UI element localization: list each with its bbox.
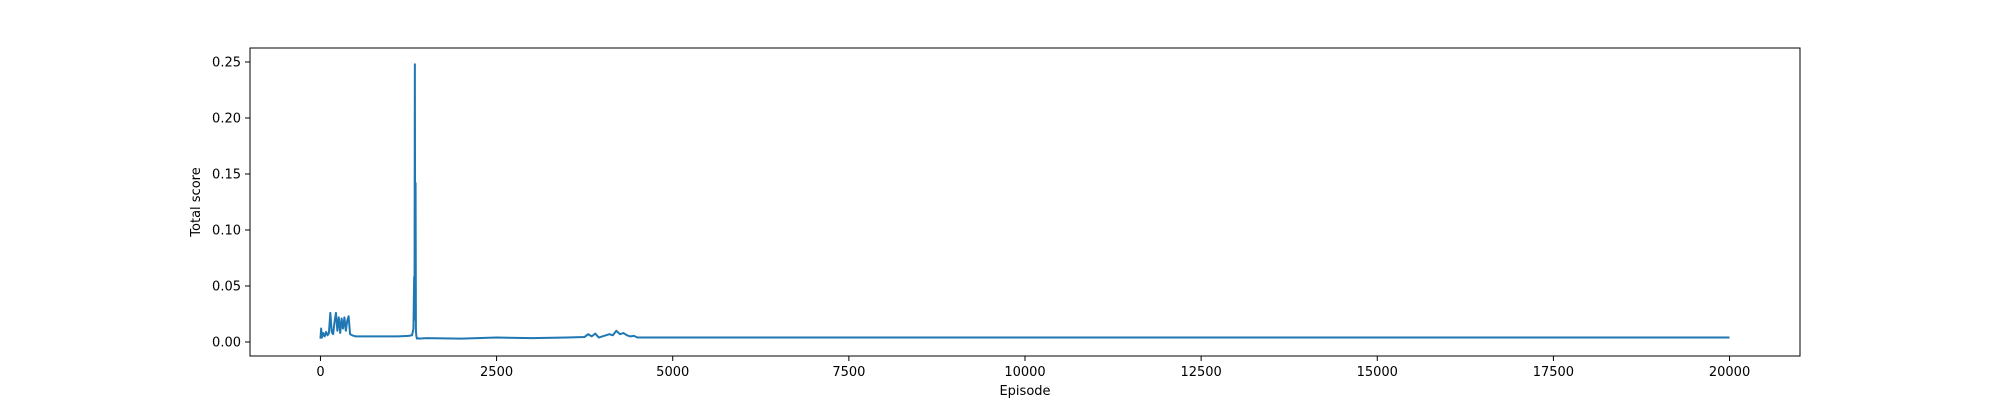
- series-layer: [319, 63, 1730, 340]
- x-tick-label: 10000: [1004, 365, 1045, 380]
- x-tick-label: 17500: [1533, 365, 1574, 380]
- y-axis-label: Total score: [189, 167, 204, 237]
- x-tick-label: 7500: [832, 365, 865, 380]
- y-tick-label: 0.15: [212, 168, 241, 183]
- y-tick-label: 0.25: [212, 56, 241, 71]
- x-tick-label: 5000: [656, 365, 689, 380]
- plot-frame: [249, 47, 1801, 357]
- plot-area: [250, 48, 1800, 356]
- x-tick-label: 20000: [1709, 365, 1750, 380]
- y-tick-label: 0.10: [212, 224, 241, 239]
- y-axis-ticks: 0.00 0.05 0.10 0.15 0.20 0.25: [212, 56, 250, 351]
- y-tick-label: 0.00: [212, 336, 241, 351]
- x-tick-label: 2500: [480, 365, 513, 380]
- x-axis-ticks: 0 2500 5000 7500 10000 12500 15000 17500 20000: [316, 356, 1750, 380]
- x-tick-label: 0: [316, 365, 324, 380]
- y-tick-label: 0.05: [212, 280, 241, 295]
- series-line-0: [319, 63, 1730, 340]
- y-tick-label: 0.20: [212, 112, 241, 127]
- x-tick-label: 15000: [1357, 365, 1398, 380]
- x-axis-label: Episode: [999, 384, 1050, 399]
- x-tick-label: 12500: [1180, 365, 1221, 380]
